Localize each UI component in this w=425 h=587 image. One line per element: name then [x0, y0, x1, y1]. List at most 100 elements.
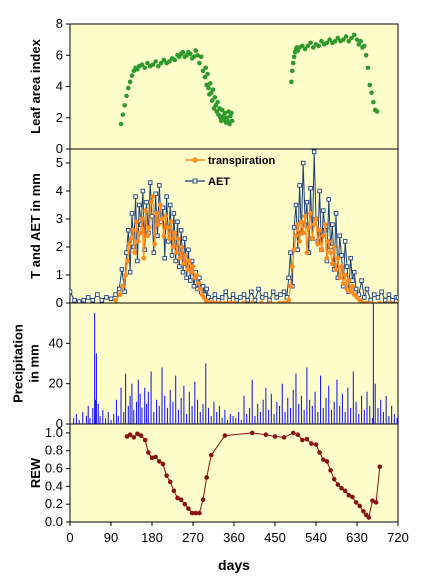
- transpiration-point: [231, 300, 237, 303]
- transpiration-point: [377, 300, 383, 303]
- rew-point: [377, 464, 383, 470]
- lai-point: [365, 65, 371, 71]
- lai-point: [124, 93, 129, 99]
- transpiration-point: [258, 300, 264, 303]
- transpiration-point: [350, 283, 355, 289]
- aet-point: [230, 292, 236, 297]
- rew-point: [346, 492, 352, 498]
- rew-point: [175, 495, 180, 501]
- lai-point: [193, 48, 199, 53]
- lai-point: [156, 63, 161, 69]
- rew-point: [331, 476, 337, 482]
- rew-point: [350, 494, 355, 500]
- et-ytick-label: 1: [56, 267, 63, 282]
- lai-ytick-label: 6: [56, 47, 63, 62]
- transpiration-point: [168, 219, 174, 225]
- lai-point: [367, 82, 373, 88]
- lai-data: [118, 32, 380, 127]
- aet-point: [76, 299, 82, 303]
- lai-point: [305, 43, 311, 49]
- aet-point: [300, 160, 306, 166]
- transpiration-point: [126, 241, 132, 247]
- aet-point: [326, 197, 332, 202]
- aet-point: [182, 236, 188, 241]
- aet-point: [245, 297, 250, 303]
- aet-point: [95, 292, 100, 297]
- rew-point: [366, 515, 372, 520]
- rew-point: [320, 457, 326, 462]
- rew-ytick-label: 0.4: [45, 478, 63, 493]
- lai-ytick-label: 2: [56, 110, 63, 125]
- aet-point: [180, 269, 186, 275]
- transpiration-point: [322, 222, 328, 228]
- transpiration-point: [249, 300, 255, 303]
- aet-point: [147, 180, 153, 185]
- rew-point: [317, 450, 322, 455]
- aet-point: [175, 219, 180, 225]
- transpiration-point: [308, 211, 313, 216]
- lai-ytick-label: 0: [56, 141, 63, 156]
- aet-point: [81, 297, 86, 303]
- et-ylabel: T and AET in mm: [28, 173, 43, 279]
- aet-point: [129, 211, 135, 216]
- lai-point: [341, 37, 346, 42]
- aet-point: [157, 183, 162, 188]
- aet-point: [70, 289, 73, 295]
- transpiration-point: [161, 233, 167, 239]
- aet-point: [104, 295, 109, 300]
- lai-point: [153, 59, 158, 64]
- aet-point: [72, 297, 77, 303]
- x-tick-label: 540: [305, 530, 327, 545]
- panel-precipitation: 0 20 40 Precipitationin mm: [11, 302, 399, 431]
- transpiration-point: [340, 281, 346, 286]
- lai-point: [310, 45, 316, 50]
- aet-point: [108, 296, 114, 302]
- aet-point: [155, 233, 160, 239]
- lai-point: [205, 71, 210, 77]
- transpiration-point: [222, 300, 228, 303]
- aet-point: [116, 286, 122, 292]
- rew-point: [131, 435, 137, 440]
- lai-point: [291, 54, 297, 60]
- transpiration-point: [183, 253, 189, 258]
- et-ytick-label: 2: [56, 239, 63, 254]
- legend-aet-label: AET: [208, 176, 230, 188]
- transpiration-point: [359, 299, 364, 303]
- et-ytick-label: 3: [56, 211, 63, 226]
- aet-point: [344, 264, 350, 269]
- rew-point: [171, 488, 177, 494]
- transpiration-point: [311, 222, 317, 228]
- lai-point: [290, 68, 295, 74]
- x-tick-label: 630: [346, 530, 368, 545]
- precipitation-ytick-label: 40: [49, 335, 63, 350]
- lai-point: [335, 35, 341, 41]
- x-tick-label: 360: [223, 530, 245, 545]
- aet-point: [206, 295, 211, 300]
- aet-point: [263, 292, 269, 297]
- lai-point: [145, 60, 150, 66]
- transpiration-point: [330, 261, 335, 267]
- aet-point: [362, 295, 367, 300]
- transpiration-point: [125, 258, 130, 264]
- transpiration-point: [326, 239, 332, 244]
- lai-point: [158, 60, 164, 66]
- aet-point: [352, 269, 357, 275]
- aet-point: [252, 297, 258, 303]
- transpiration-point: [240, 300, 246, 303]
- lai-point: [300, 43, 305, 49]
- aet-point: [204, 286, 209, 292]
- aet-point: [153, 191, 158, 197]
- rew-point: [153, 454, 158, 460]
- rew-ylabel: REW: [28, 457, 43, 488]
- transpiration-point: [348, 289, 354, 295]
- rew-point: [249, 430, 255, 436]
- aet-point: [382, 297, 388, 303]
- lai-point: [209, 98, 215, 103]
- rew-point: [272, 434, 278, 439]
- lai-point: [127, 79, 133, 85]
- rew-point: [208, 452, 214, 458]
- aet-point: [286, 275, 291, 281]
- aet-point: [200, 283, 206, 289]
- aet-point: [99, 297, 105, 303]
